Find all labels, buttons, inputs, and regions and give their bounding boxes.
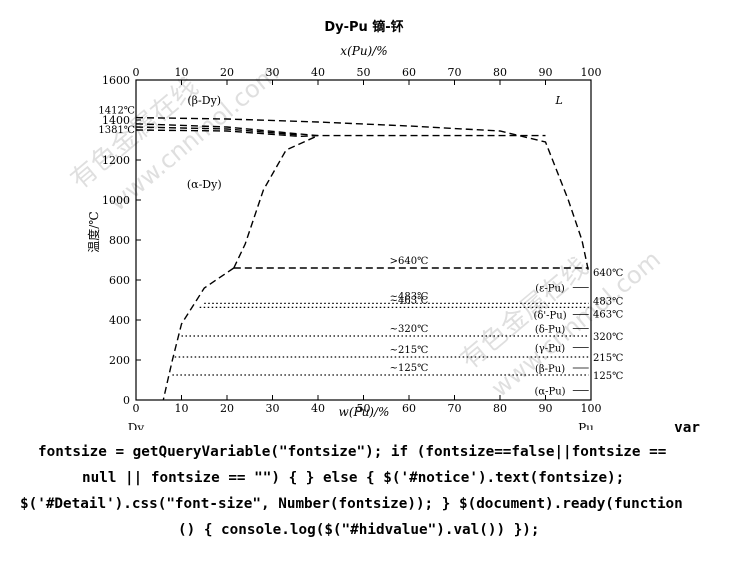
top-tick-label: 80 — [493, 66, 507, 79]
isotherm-label: >640℃ — [390, 256, 429, 267]
bottom-tick-label: 20 — [220, 402, 234, 415]
code-line-3: null || fontsize == "") { } else { $('#n… — [82, 470, 625, 486]
top-tick-label: 60 — [402, 66, 416, 79]
watermark: 有色金属在线 www.cnnmol.com 有色金属在线 www.cnnmol.… — [65, 59, 666, 402]
pu-transition-label: 483℃ — [593, 296, 623, 307]
curve-solvus_1 — [233, 134, 319, 269]
curve-liquidus — [135, 116, 590, 273]
curve-mid_line — [135, 126, 300, 136]
code-line-5: () { console.log($("#hidvalue").val()) }… — [178, 522, 540, 538]
pu-transition-label: 215℃ — [593, 353, 623, 364]
bottom-tick-label: 50 — [357, 402, 371, 415]
pu-phase-label: (δ-Pu) — [535, 324, 565, 335]
pu-phase-label: (ε-Pu) — [535, 283, 565, 294]
y-axis-ticks: 0 200 400 600 800 1000 1200 1400 1600 — [102, 74, 141, 407]
y-tick-label: 1200 — [102, 154, 130, 167]
isotherm-label: ~320℃ — [390, 324, 429, 335]
chart-title: Dy-Pu 镝-钚 — [324, 19, 403, 35]
phase-diagram-chart: 有色金属在线 www.cnnmol.com 有色金属在线 www.cnnmol.… — [65, 19, 666, 430]
y-tick-label: 800 — [109, 234, 130, 247]
top-tick-label: 0 — [133, 66, 140, 79]
top-axis-ticks: 0 10 20 30 40 50 60 70 80 90 100 — [133, 66, 602, 85]
top-tick-label: 90 — [539, 66, 553, 79]
bottom-tick-label: 70 — [448, 402, 462, 415]
isotherm-label: ~463℃ — [390, 295, 429, 306]
region-label: L — [554, 94, 562, 107]
bottom-tick-label: 10 — [175, 402, 189, 415]
bottom-tick-label: 30 — [266, 402, 280, 415]
y-tick-label: 200 — [109, 354, 130, 367]
pu-phase-label: (α-Pu) — [534, 386, 565, 397]
pu-phase-label: (β-Pu) — [535, 364, 565, 375]
code-line-2: fontsize = getQueryVariable("fontsize");… — [38, 444, 667, 460]
pu-transition-label: 640℃ — [593, 268, 623, 279]
isotherm-label: ~483℃ — [390, 291, 429, 302]
top-tick-label: 30 — [266, 66, 280, 79]
code-line-4: $('#Detail').css("font-size", Number(fon… — [20, 496, 683, 512]
bottom-tick-label: 90 — [539, 402, 553, 415]
pu-phase-labels: (ε-Pu) (δ'-Pu) (δ-Pu) (γ-Pu) (β-Pu) (α-Pu) — [533, 283, 589, 397]
top-tick-label: 50 — [357, 66, 371, 79]
y-tick-label: 1000 — [102, 194, 130, 207]
pu-transition-label: 320℃ — [593, 332, 623, 343]
bottom-axis-ticks: 0 10 20 30 40 50 60 70 80 90 100 — [133, 395, 602, 415]
top-tick-label: 100 — [581, 66, 602, 79]
region-label: (α-Dy) — [187, 178, 222, 191]
curve-solvus_2 — [162, 267, 235, 401]
bottom-tick-label: 60 — [402, 402, 416, 415]
top-tick-label: 40 — [311, 66, 325, 79]
y-tick-label: 1600 — [102, 74, 130, 87]
isotherm-label: ~215℃ — [390, 345, 429, 356]
left-point-labels: 1412℃ 1381℃ — [98, 106, 135, 136]
top-tick-label: 10 — [175, 66, 189, 79]
left-element-label: Dy — [128, 421, 145, 430]
pu-phase-label: (δ'-Pu) — [533, 310, 566, 321]
y-tick-label: 400 — [109, 314, 130, 327]
y-tick-label: 1400 — [102, 114, 130, 127]
bottom-tick-label: 40 — [311, 402, 325, 415]
phase-boundary-curves — [135, 116, 590, 401]
left-point-label: 1412℃ — [98, 106, 135, 117]
isotherm-lines: >640℃ ~483℃~463℃ ~320℃ ~215℃ ~125℃ — [172, 256, 589, 376]
curve-bdy_upper — [135, 123, 546, 137]
top-tick-label: 20 — [220, 66, 234, 79]
region-label: (β-Dy) — [187, 94, 221, 107]
pu-transition-label: 463℃ — [593, 309, 623, 320]
code-line-1: var — [674, 420, 700, 436]
pu-transition-label: 125℃ — [593, 371, 623, 382]
y-tick-label: 0 — [123, 394, 130, 407]
bottom-tick-label: 0 — [133, 402, 140, 415]
y-tick-label: 600 — [109, 274, 130, 287]
top-axis-label: x(Pu)/% — [340, 44, 387, 58]
pu-transition-labels: 640℃ 483℃ 463℃ 320℃ 215℃ 125℃ — [593, 268, 623, 382]
right-element-label: Pu — [578, 421, 594, 430]
bottom-axis-label: w(Pu)/% — [339, 405, 390, 419]
y-axis-label: 温度/℃ — [86, 211, 101, 252]
bottom-tick-label: 100 — [581, 402, 602, 415]
curve-bdy_lower — [135, 129, 319, 138]
isotherm-label: ~125℃ — [390, 363, 429, 374]
left-point-label: 1381℃ — [98, 125, 135, 136]
top-tick-label: 70 — [448, 66, 462, 79]
region-labels: (β-Dy) (α-Dy) L — [187, 94, 563, 191]
bottom-tick-label: 80 — [493, 402, 507, 415]
pu-phase-label: (γ-Pu) — [535, 343, 565, 354]
